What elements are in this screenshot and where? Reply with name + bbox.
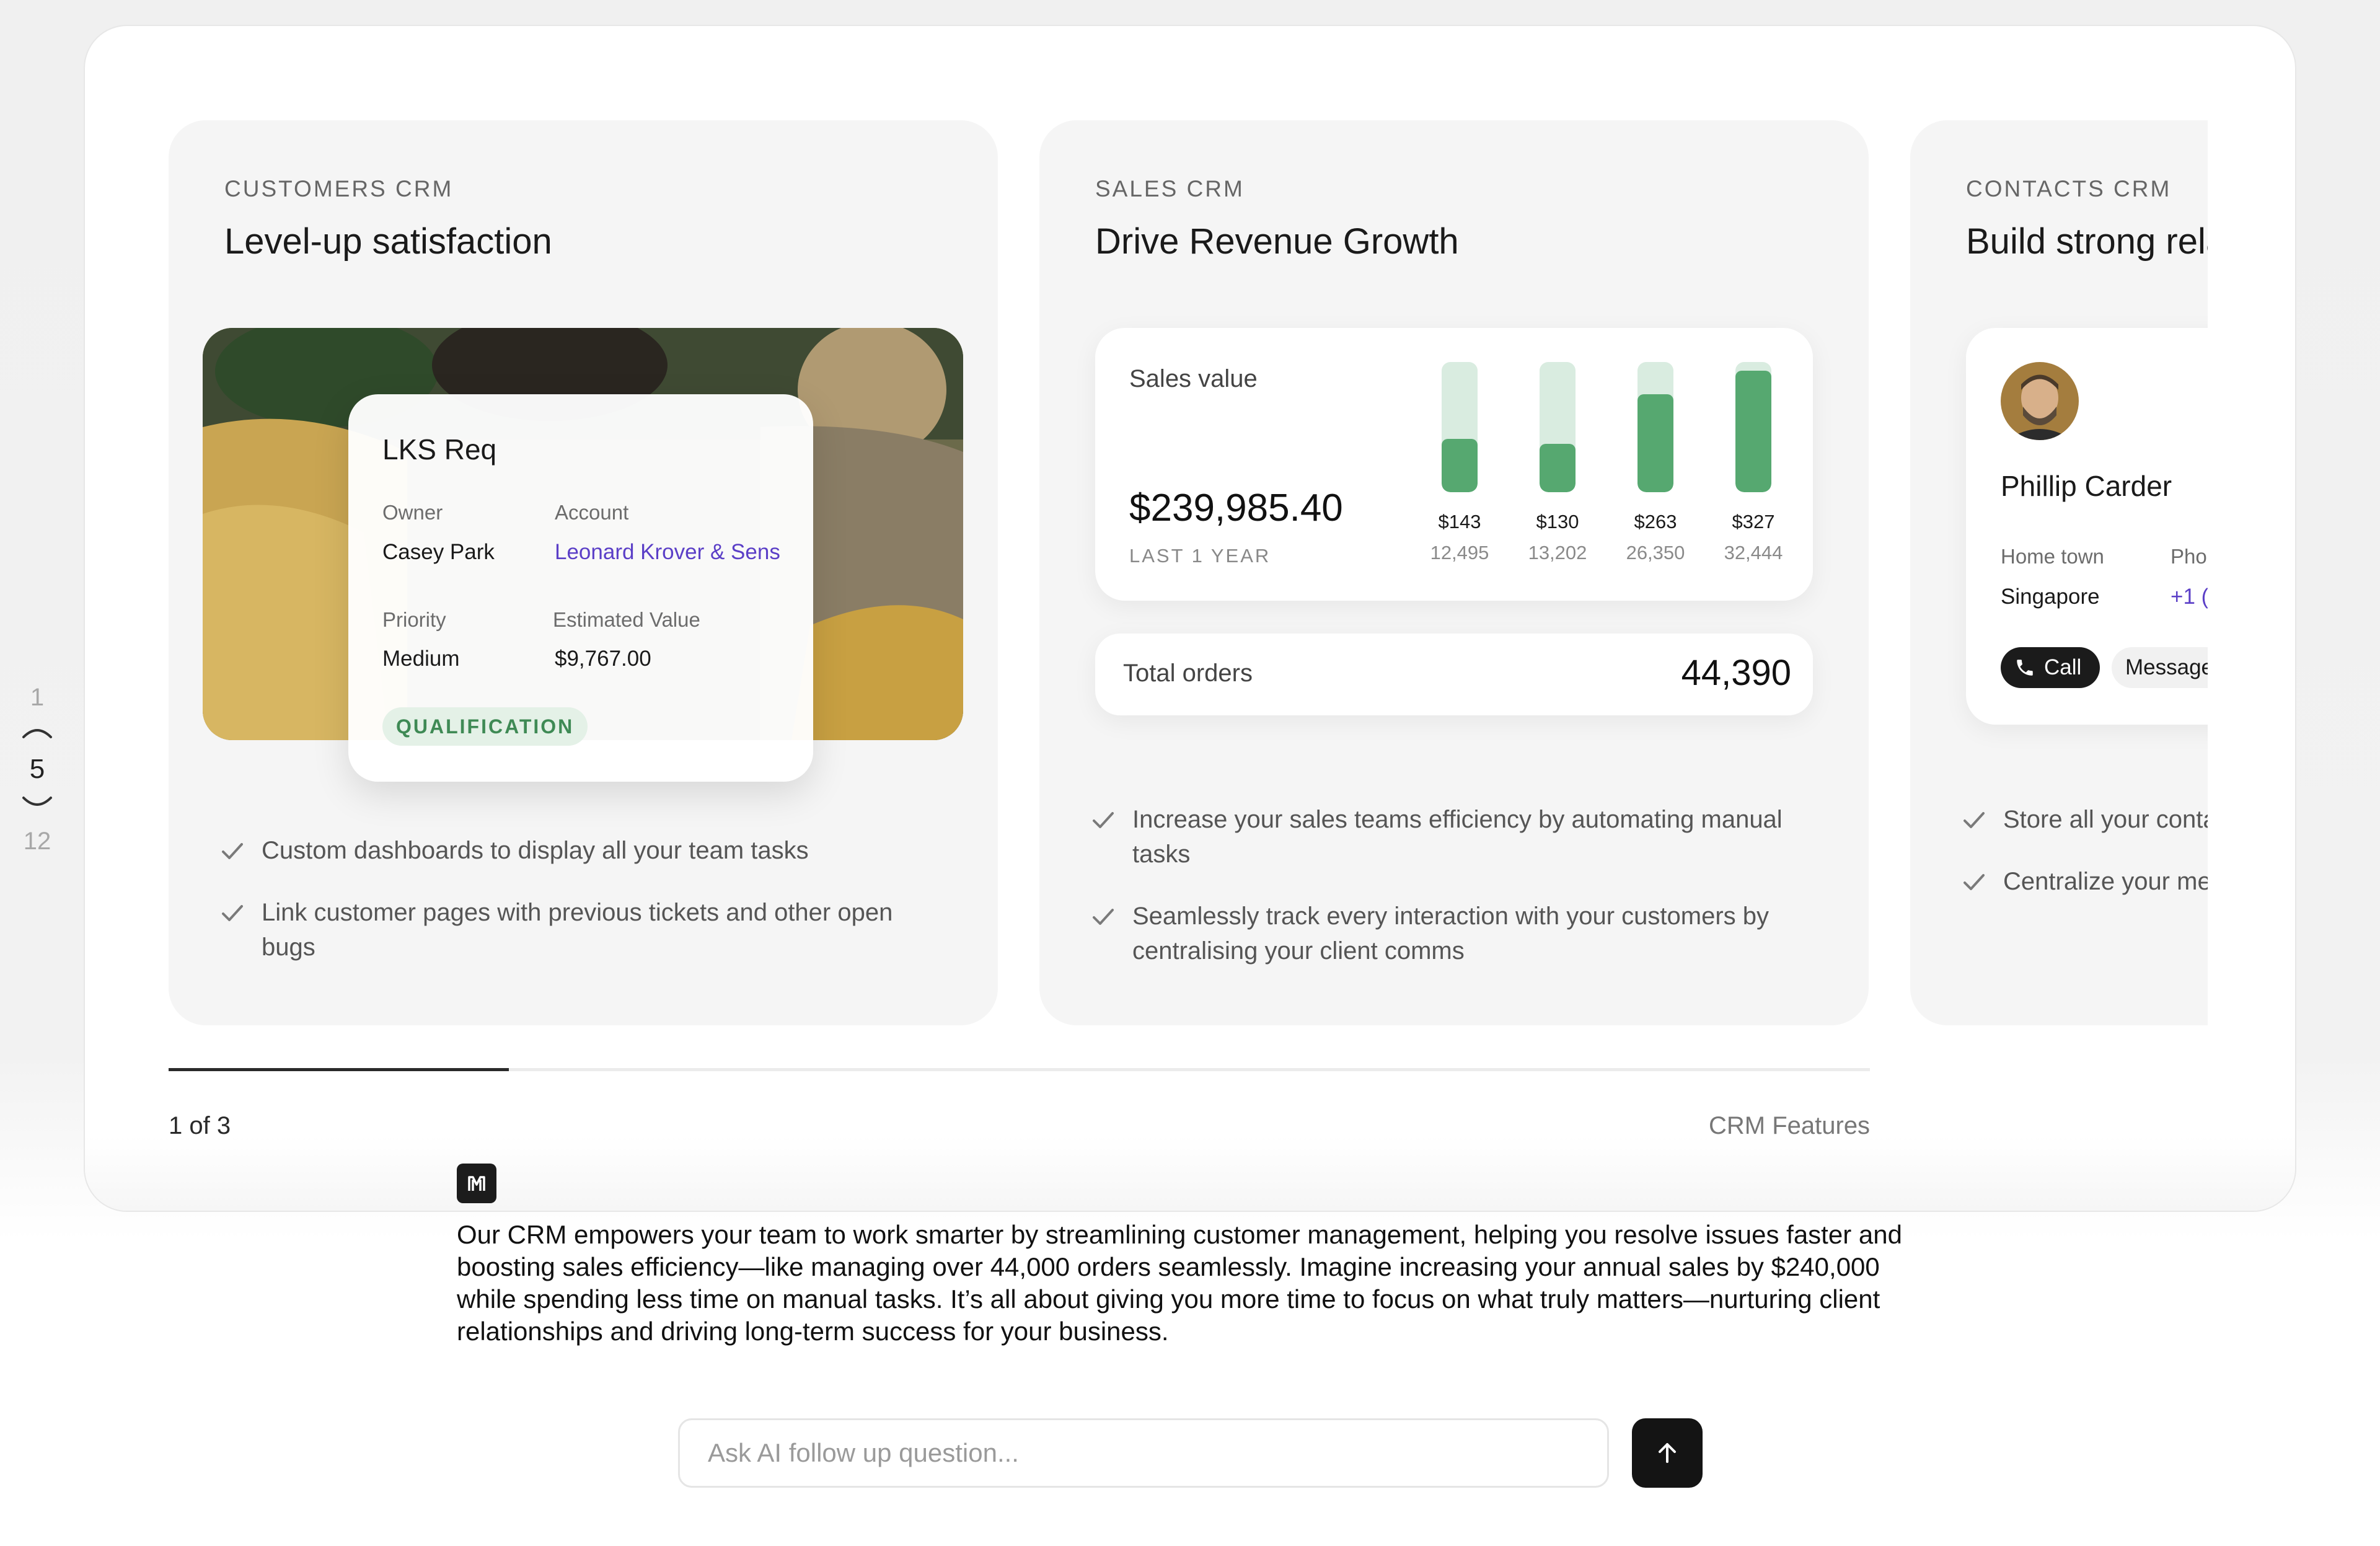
ai-logo-icon	[457, 1164, 496, 1203]
feature-text: Increase your sales teams efficiency by …	[1132, 806, 1783, 868]
carousel-section-label: CRM Features	[1709, 1112, 1871, 1139]
record-title: LKS Req	[382, 433, 497, 466]
priority-label: Priority	[382, 608, 446, 631]
arrow-up-icon	[1659, 1443, 1676, 1463]
total-orders-value: 44,390	[1681, 653, 1791, 693]
sales-value-label: Sales value	[1129, 365, 1258, 392]
account-label: Account	[555, 501, 629, 524]
phone-label: Phone	[2171, 545, 2208, 568]
bar-column: $143 12,495	[1416, 362, 1503, 564]
feature-item: Custom dashboards to display all your te…	[218, 833, 931, 868]
feature-item: Link customer pages with previous ticket…	[218, 895, 931, 965]
feature-item: Seamlessly track every interaction with …	[1089, 899, 1802, 968]
bar-track	[1637, 362, 1673, 492]
feature-carousel-frame: CUSTOMERS CRM Level-up satisfaction LKS …	[84, 25, 2296, 1212]
ask-ai-input[interactable]	[680, 1420, 1607, 1486]
carousel-counter: 1 of 3	[169, 1112, 231, 1139]
feature-text: Link customer pages with previous ticket…	[262, 899, 893, 961]
card-eyebrow: CONTACTS CRM	[1966, 176, 2172, 201]
sales-period: LAST 1 YEAR	[1129, 545, 1271, 567]
bar-value-label: $130	[1536, 511, 1579, 532]
bar	[1442, 439, 1478, 492]
bar-value-label: $263	[1634, 511, 1677, 532]
bar-track	[1442, 362, 1478, 492]
check-icon	[1963, 874, 1985, 890]
sales-value-widget: Sales value $239,985.40 LAST 1 YEAR $143…	[1095, 328, 1813, 601]
carousel-progress-bar	[169, 1068, 1870, 1071]
frame-fade	[85, 1136, 2295, 1211]
card-eyebrow: SALES CRM	[1095, 176, 1245, 201]
owner-label: Owner	[382, 501, 443, 524]
chevron-up-icon[interactable]	[19, 716, 56, 751]
feature-text: Custom dashboards to display all your te…	[262, 837, 809, 864]
phone-link[interactable]: +1 (	[2171, 585, 2208, 609]
phone-icon	[2017, 660, 2033, 676]
contact-name: Phillip Carder	[2001, 470, 2172, 502]
stage-badge: QUALIFICATION	[382, 707, 588, 746]
carousel-track[interactable]: CUSTOMERS CRM Level-up satisfaction LKS …	[169, 94, 2208, 1049]
account-link[interactable]: Leonard Krover & Sens	[555, 540, 780, 564]
feature-item: Centralize your messages and generate re…	[1960, 864, 2208, 899]
contact-card[interactable]: Phillip Carder Home town Singapore Phone…	[1966, 328, 2208, 725]
feature-list: Custom dashboards to display all your te…	[218, 833, 931, 992]
total-orders-widget: Total orders 44,390	[1095, 634, 1813, 715]
bar	[1540, 444, 1576, 492]
feature-text: Seamlessly track every interaction with …	[1132, 903, 1770, 965]
check-icon	[222, 905, 243, 921]
send-button[interactable]	[1632, 1418, 1703, 1488]
sales-bar-chart: $143 12,495 $130 13,202 $263 26,350 $327 32,444	[1416, 362, 1813, 591]
ai-answer-text: Our CRM empowers your team to work smart…	[457, 1220, 1902, 1346]
message-button[interactable]: Message	[2112, 647, 2208, 688]
ask-ai-field[interactable]	[678, 1418, 1609, 1488]
card-heading: Drive Revenue Growth	[1095, 221, 1459, 262]
check-icon	[222, 843, 243, 859]
feature-list: Increase your sales teams efficiency by …	[1089, 802, 1802, 996]
chevron-down-icon[interactable]	[19, 788, 56, 823]
feature-item: Store all your contact pitches and previ…	[1960, 802, 2208, 837]
pager-current-number: 5	[29, 754, 45, 784]
vertical-pager: 1 5 12	[19, 679, 56, 860]
call-button[interactable]: Call	[2001, 647, 2100, 688]
feature-item: Increase your sales teams efficiency by …	[1089, 802, 1802, 872]
carousel-progress-fill	[169, 1068, 509, 1071]
check-icon	[1093, 909, 1114, 925]
bar-column: $327 32,444	[1710, 362, 1797, 564]
bar-category-label: 12,495	[1430, 542, 1489, 563]
sales-value-amount: $239,985.40	[1129, 487, 1343, 529]
bar-category-label: 13,202	[1528, 542, 1587, 563]
check-icon	[1093, 812, 1114, 828]
bar-track	[1735, 362, 1771, 492]
card-heading: Build strong relationships	[1966, 221, 2208, 262]
owner-value: Casey Park	[382, 540, 495, 564]
bar	[1637, 394, 1673, 492]
bar-value-label: $143	[1438, 511, 1481, 532]
card-heading: Level-up satisfaction	[224, 221, 552, 262]
bar-category-label: 26,350	[1626, 542, 1685, 563]
card-eyebrow: CUSTOMERS CRM	[224, 176, 454, 201]
bar-track	[1540, 362, 1576, 492]
feature-text: Store all your contact pitches and previ…	[2003, 806, 2208, 833]
estimated-value: $9,767.00	[555, 647, 651, 671]
hometown-value: Singapore	[2001, 585, 2100, 609]
bar-category-label: 32,444	[1724, 542, 1783, 563]
check-icon	[1963, 812, 1985, 828]
call-button-label: Call	[2044, 655, 2082, 679]
bar-value-label: $327	[1732, 511, 1775, 532]
estimated-value-label: Estimated Value	[553, 608, 700, 631]
bar	[1735, 371, 1771, 492]
card-contacts-crm[interactable]: CONTACTS CRM Build strong relationships …	[1910, 120, 2208, 1025]
feature-text: Centralize your messages and generate re…	[2003, 868, 2208, 895]
lead-record-card[interactable]: LKS Req Owner Casey Park Account Leonard…	[348, 394, 813, 782]
pager-prev-number: 1	[30, 684, 45, 711]
bar-column: $263 26,350	[1612, 362, 1699, 564]
hometown-label: Home town	[2001, 545, 2104, 568]
feature-list: Store all your contact pitches and previ…	[1960, 802, 2208, 926]
card-customers-crm[interactable]: CUSTOMERS CRM Level-up satisfaction LKS …	[169, 120, 998, 1025]
avatar	[2001, 362, 2079, 440]
card-sales-crm[interactable]: SALES CRM Drive Revenue Growth Sales val…	[1039, 120, 1869, 1025]
bar-column: $130 13,202	[1514, 362, 1601, 564]
pager-next-number: 12	[23, 828, 51, 855]
priority-value: Medium	[382, 647, 460, 671]
total-orders-label: Total orders	[1123, 660, 1253, 687]
